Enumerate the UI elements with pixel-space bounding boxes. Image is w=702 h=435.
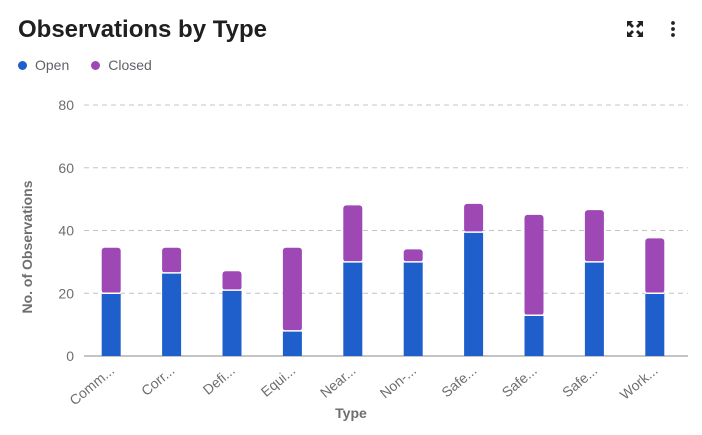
bar-closed[interactable] xyxy=(222,271,242,291)
bar-closed[interactable] xyxy=(282,247,302,331)
card-actions xyxy=(624,18,684,40)
y-tick-label: 0 xyxy=(66,348,74,364)
chart-legend: Open Closed xyxy=(18,57,152,73)
bar-open[interactable] xyxy=(343,261,363,356)
legend-swatch-open xyxy=(18,60,27,70)
bar-closed[interactable] xyxy=(403,249,423,262)
bar-open[interactable] xyxy=(403,261,423,356)
y-tick-label: 40 xyxy=(58,223,74,239)
x-axis-title: Type xyxy=(335,405,367,421)
x-tick-label: Safe... xyxy=(499,362,540,400)
legend-label-closed: Closed xyxy=(108,57,152,73)
bar-closed[interactable] xyxy=(584,210,604,262)
bar-closed[interactable] xyxy=(162,247,182,273)
y-tick-label: 80 xyxy=(58,97,74,113)
y-tick-label: 20 xyxy=(58,285,74,301)
bar-closed[interactable] xyxy=(645,238,665,294)
bar-open[interactable] xyxy=(222,290,242,356)
x-tick-label: Near... xyxy=(317,362,359,401)
bar-closed[interactable] xyxy=(101,247,121,294)
x-tick-label: Comm... xyxy=(66,362,117,408)
bar-open[interactable] xyxy=(101,293,121,356)
x-tick-label: Safe... xyxy=(559,362,600,400)
y-tick-label: 60 xyxy=(58,160,74,176)
bar-open[interactable] xyxy=(524,315,544,356)
bar-open[interactable] xyxy=(162,272,182,356)
legend-item-open[interactable]: Open xyxy=(18,57,69,73)
x-tick-label: Corr... xyxy=(138,362,177,399)
legend-swatch-closed xyxy=(91,60,101,70)
more-vertical-icon[interactable] xyxy=(662,18,684,40)
bar-closed[interactable] xyxy=(464,203,484,233)
legend-label-open: Open xyxy=(35,57,70,73)
x-tick-label: Equi... xyxy=(258,362,299,400)
bar-open[interactable] xyxy=(584,261,604,356)
x-tick-label: Non-... xyxy=(377,362,419,401)
y-axis-title: No. of Observations xyxy=(19,180,35,313)
expand-icon[interactable] xyxy=(624,18,646,40)
bar-open[interactable] xyxy=(282,330,302,356)
x-tick-label: Work... xyxy=(617,362,661,403)
x-tick-label: Safe... xyxy=(438,362,479,400)
bar-closed[interactable] xyxy=(343,205,363,262)
bar-closed[interactable] xyxy=(524,214,544,316)
legend-item-closed[interactable]: Closed xyxy=(91,57,152,73)
x-tick-label: Defi... xyxy=(200,362,238,398)
bar-open[interactable] xyxy=(464,232,484,356)
chart-title: Observations by Type xyxy=(18,16,267,43)
bar-open[interactable] xyxy=(645,293,665,356)
